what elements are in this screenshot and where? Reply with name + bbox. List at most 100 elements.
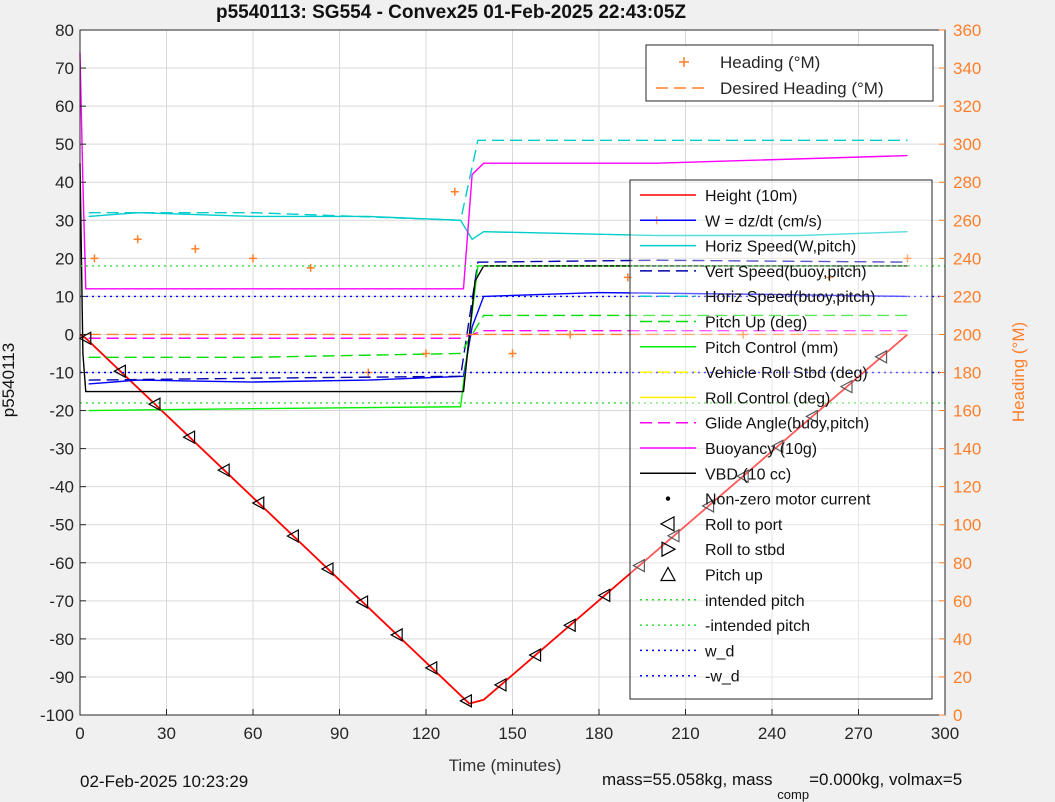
roll-port-marker xyxy=(493,677,507,692)
roll-port-marker xyxy=(701,498,715,513)
legend-heading-label: Heading (°M) xyxy=(720,53,820,72)
footer-comp-subscript: comp xyxy=(777,787,810,802)
series-buoyancy-10g xyxy=(79,52,908,290)
roll-port-marker xyxy=(735,469,749,484)
y-left-tick-label: -50 xyxy=(49,516,74,535)
roll-port-marker xyxy=(666,528,680,543)
x-tick-label: 180 xyxy=(585,724,613,743)
y-left-tick-label: 50 xyxy=(55,135,74,154)
roll-port-marker xyxy=(874,349,888,364)
y-left-tick-label: 0 xyxy=(65,325,74,344)
y-right-tick-label: 220 xyxy=(953,287,981,306)
chart-title: p5540113: SG554 - Convex25 01-Feb-2025 2… xyxy=(216,2,686,23)
y-right-tick-label: 120 xyxy=(953,478,981,497)
y-left-tick-label: 70 xyxy=(55,59,74,78)
roll-port-marker xyxy=(632,558,645,573)
y-right-tick-label: 200 xyxy=(953,325,981,344)
y-left-tick-label: -10 xyxy=(49,364,74,383)
legend-label: Horiz Speed(buoy,pitch) xyxy=(705,289,875,306)
footer-mass: mass=55.058kg, mass comp=0.000kg, volmax… xyxy=(602,770,962,802)
series-height-10m xyxy=(79,333,909,705)
x-axis-label: Time (minutes) xyxy=(449,756,562,775)
roll-port-marker xyxy=(286,529,299,544)
x-tick-label: 300 xyxy=(931,724,959,743)
y-left-tick-label: 30 xyxy=(55,211,74,230)
legend-swatch xyxy=(659,515,675,532)
roll-port-marker xyxy=(113,364,126,379)
legend-label: Non-zero motor current xyxy=(705,492,871,509)
x-tick-label: 270 xyxy=(844,724,872,743)
roll-port-marker xyxy=(597,588,611,603)
roll-port-marker xyxy=(839,379,853,394)
legend-label: W = dz/dt (cm/s) xyxy=(705,213,822,230)
legend-heading-items: Heading (°M) Desired Heading (°M) xyxy=(656,53,884,98)
legend-label: Pitch up xyxy=(705,568,763,585)
y-right-tick-label: 240 xyxy=(953,249,981,268)
legend-main-box xyxy=(629,179,933,700)
heading-point xyxy=(450,187,459,196)
legend-label: Pitch Up (deg) xyxy=(705,315,807,332)
legend-label: Pitch Control (mm) xyxy=(705,340,838,357)
y-right-tick-label: 360 xyxy=(953,21,981,40)
series-vert-speed-buoy-pitch xyxy=(88,259,908,381)
x-tick-label: 30 xyxy=(157,724,176,743)
legend-label: Buoyancy (10g) xyxy=(705,441,817,458)
x-tick-label: 90 xyxy=(330,724,349,743)
legend-swatch xyxy=(659,566,677,582)
y-right-tick-label: 320 xyxy=(953,97,981,116)
roll-port-marker xyxy=(805,409,818,424)
y-right-tick-label: 340 xyxy=(953,59,981,78)
legend-main[interactable]: Height (10m) W = dz/dt (cm/s) Horiz Speed(… xyxy=(629,179,933,700)
legend-swatch xyxy=(661,541,677,558)
heading-point xyxy=(249,254,257,263)
x-tick-label: 240 xyxy=(758,724,786,743)
x-tick-label: 210 xyxy=(671,724,699,743)
roll-port-marker xyxy=(528,648,542,663)
legend-label: VBD (10 cc) xyxy=(705,466,791,483)
roll-port-marker xyxy=(182,430,196,445)
x-tick-label: 150 xyxy=(498,724,526,743)
heading-point xyxy=(306,263,315,272)
roll-port-marker xyxy=(78,331,92,346)
y-left-tick-label: 20 xyxy=(55,249,74,268)
y-left-tick-label: -90 xyxy=(49,668,74,687)
legend-heading-label: Desired Heading (°M) xyxy=(720,79,884,98)
series-horiz-speed-buoy-pitch xyxy=(88,139,908,221)
heading-point xyxy=(422,349,430,358)
y-right-tick-label: 100 xyxy=(953,516,981,535)
legend-label: Vert Speed(buoy,pitch) xyxy=(705,264,867,281)
series-horiz-speed-w-pitch xyxy=(88,211,908,241)
legend-label: -intended pitch xyxy=(705,618,810,635)
heading-point xyxy=(825,273,834,282)
roll-port-marker xyxy=(459,693,472,708)
y-left-tick-label: -80 xyxy=(49,630,74,649)
y-left-tick-label: 10 xyxy=(55,287,74,306)
legend-label: -w_d xyxy=(705,669,740,686)
heading-point xyxy=(903,254,912,263)
y-left-tick-label: -60 xyxy=(49,554,74,573)
y-right-tick-label: 140 xyxy=(953,440,981,459)
y-right-tick-label: 0 xyxy=(953,706,962,725)
x-tick-label: 120 xyxy=(412,724,440,743)
series-pitch-up-deg xyxy=(88,314,908,358)
roll-port-marker xyxy=(389,627,403,642)
footer-mass-text: mass=55.058kg, mass xyxy=(602,770,773,789)
roll-port-marker xyxy=(562,618,576,633)
y-right-tick-label: 160 xyxy=(953,402,981,421)
legend-label: Roll Control (deg) xyxy=(705,390,830,407)
x-tick-label: 0 xyxy=(75,724,84,743)
y-right-tick-label: 300 xyxy=(953,135,981,154)
x-tick-label: 60 xyxy=(244,724,263,743)
heading-point xyxy=(191,244,200,253)
roll-port-marker xyxy=(355,594,369,609)
legend-label: Vehicle Roll Stbd (deg) xyxy=(705,365,868,382)
y-right-tick-label: 280 xyxy=(953,173,981,192)
y-left-tick-label: -30 xyxy=(49,440,74,459)
legend-heading[interactable]: Heading (°M) Desired Heading (°M) xyxy=(645,44,934,102)
legend-swatch xyxy=(665,496,671,501)
y-right-tick-label: 180 xyxy=(953,364,981,383)
roll-port-marker xyxy=(320,561,334,576)
legend-label: Roll to stbd xyxy=(705,542,785,559)
legend-heading-box xyxy=(645,44,934,102)
legend-main-items: Height (10m) W = dz/dt (cm/s) Horiz Speed(… xyxy=(640,188,875,686)
